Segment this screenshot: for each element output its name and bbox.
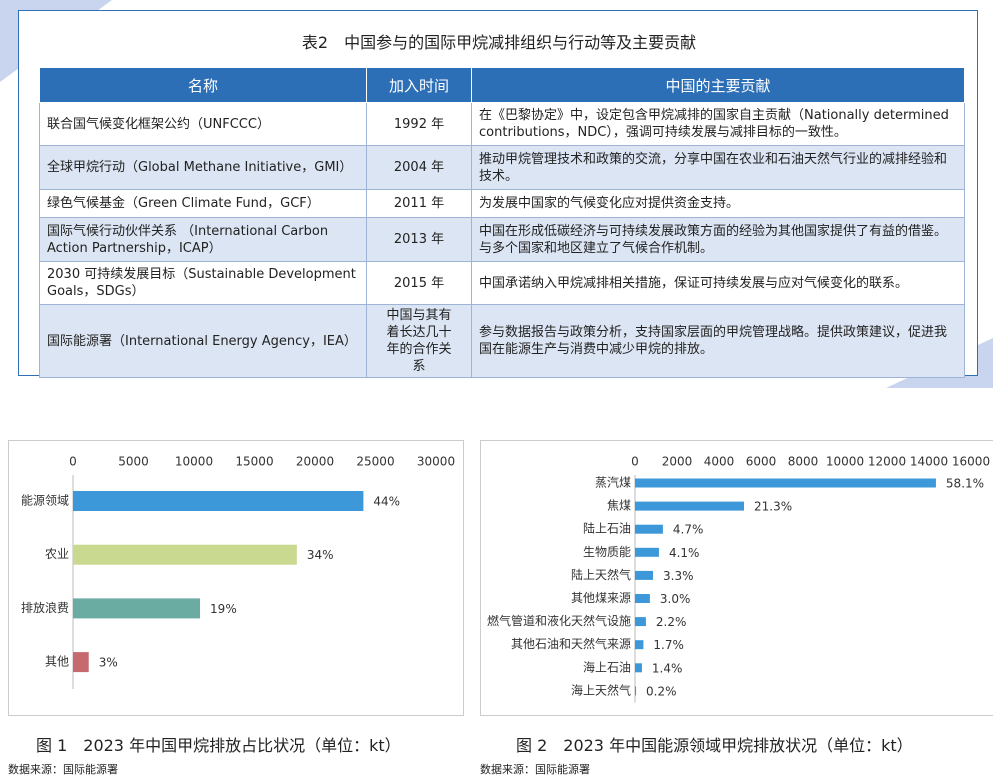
chart-panel: 0 5000 10000 15000 20000 25000 30000 能源领域 44% 农业 3… [8, 440, 464, 716]
cell: 2011 年 [366, 189, 472, 218]
value-label: 3% [99, 656, 118, 670]
x-tick-label: 16000 [952, 455, 990, 469]
cell: 国际气候行动伙伴关系 （International Carbon Action … [39, 217, 367, 262]
value-label: 3.0% [660, 592, 691, 606]
row: 全球甲烷行动（Global Methane Initiative，GMI） 200… [39, 145, 965, 190]
bar [635, 501, 744, 511]
header-cell: 加入时间 [366, 67, 472, 103]
category-label: 其他煤来源 [571, 591, 631, 605]
category-label: 海上石油 [583, 659, 631, 674]
cell: 联合国气候变化框架公约（UNFCCC） [39, 102, 367, 146]
chart: 0 2000 4000 6000 8000 10000 12000 14000 16000 蒸汽煤… [487, 455, 990, 703]
source: 数据来源：国际能源署 [480, 763, 590, 776]
value-label: 34% [307, 548, 334, 562]
cell: 参与数据报告与政策分析，支持国家层面的甲烷管理战略。提供政策建议，促进我国在能源… [471, 304, 965, 378]
bar [635, 570, 654, 580]
category-label: 其他石油和天然气来源 [511, 636, 631, 651]
cell: 为发展中国家的气候变化应对提供资金支持。 [471, 189, 965, 218]
category-label: 燃气管道和液化天然气设施 [487, 613, 631, 628]
bar [635, 524, 663, 534]
caption: 图 1 2023 年中国甲烷排放占比状况（单位：kt） [36, 736, 401, 755]
cell: 中国承诺纳入甲烷减排相关措施，保证可持续发展与应对气候变化的联系。 [471, 261, 965, 305]
value-label: 4.7% [673, 523, 704, 537]
bar [73, 652, 89, 673]
chart-panel: 0 2000 4000 6000 8000 10000 12000 14000 16000 蒸汽煤… [480, 440, 993, 716]
x-tick-label: 0 [69, 455, 77, 469]
category-label: 排放浪费 [21, 600, 69, 615]
category-label: 农业 [45, 547, 69, 561]
source: 数据来源：国际能源署 [8, 763, 118, 776]
value-label: 1.7% [653, 638, 684, 652]
cell: 推动甲烷管理技术和政策的交流，分享中国在农业和石油天然气行业的减排经验和技术。 [471, 145, 965, 190]
category-label: 其他 [45, 655, 69, 669]
category-label: 陆上石油 [583, 521, 631, 536]
x-tick-label: 10000 [175, 455, 213, 469]
value-label: 2.2% [656, 615, 687, 629]
value-label: 58.1% [946, 477, 984, 491]
category-label: 生物质能 [583, 545, 631, 559]
bar [635, 547, 659, 557]
value-label: 44% [373, 495, 400, 509]
cell: 全球甲烷行动（Global Methane Initiative，GMI） [39, 145, 367, 190]
row: 2030 可持续发展目标（Sustainable Development Goa… [39, 261, 965, 305]
cell: 在《巴黎协定》中，设定包含甲烷减排的国家自主贡献（Nationally dete… [471, 102, 965, 146]
x-tick-label: 5000 [118, 455, 149, 469]
x-tick-label: 2000 [662, 455, 693, 469]
cell: 2013 年 [366, 217, 472, 262]
x-tick-label: 4000 [704, 455, 735, 469]
value-label: 21.3% [754, 500, 792, 514]
value-label: 1.4% [652, 661, 683, 675]
x-tick-label: 14000 [910, 455, 948, 469]
cell: 国际能源署（International Energy Agency，IEA） [39, 304, 367, 378]
chart: 0 5000 10000 15000 20000 25000 30000 能源领域 44% 农业 3… [21, 455, 455, 689]
cell: 中国在形成低碳经济与可持续发展政策方面的经验为其他国家提供了有益的借鉴。与多个国… [471, 217, 965, 262]
bar [635, 663, 642, 673]
cell: 2004 年 [366, 145, 472, 190]
category-label: 陆上天然气 [571, 567, 631, 582]
x-tick-label: 12000 [868, 455, 906, 469]
row: 国际气候行动伙伴关系 （International Carbon Action … [39, 217, 965, 262]
x-tick-label: 10000 [826, 455, 864, 469]
x-tick-label: 25000 [356, 455, 394, 469]
x-tick-label: 0 [631, 455, 639, 469]
cell: 2015 年 [366, 261, 472, 305]
bar [73, 598, 201, 619]
table-panel: 表2 中国参与的国际甲烷减排组织与行动等及主要贡献 名称 加入时间 中国的主要贡献联… [18, 10, 978, 378]
category-label: 能源领域 [21, 494, 69, 508]
cell: 2030 可持续发展目标（Sustainable Development Goa… [39, 261, 367, 305]
cell: 中国与其有着长达几十年的合作关系 [366, 304, 472, 378]
table: 名称 加入时间 中国的主要贡献 联合国气候变化框架公约（UNFCCC） 1992 年在《… [39, 67, 965, 378]
bar [635, 640, 644, 650]
bar [73, 544, 297, 565]
caption: 图 2 2023 年中国能源领域甲烷排放状况（单位：kt） [516, 736, 913, 755]
cell: 1992 年 [366, 102, 472, 146]
value-label: 3.3% [663, 569, 694, 583]
row: 绿色气候基金（Green Climate Fund，GCF） 2011 年为发展中… [39, 189, 965, 218]
x-tick-label: 30000 [417, 455, 455, 469]
bar [635, 478, 936, 488]
x-tick-label: 6000 [746, 455, 777, 469]
category-label: 蒸汽煤 [595, 475, 631, 490]
cell: 绿色气候基金（Green Climate Fund，GCF） [39, 189, 367, 218]
value-label: 0.2% [646, 684, 677, 698]
bar [635, 686, 637, 696]
x-tick-label: 15000 [235, 455, 273, 469]
header-cell: 名称 [39, 67, 367, 103]
bar [635, 594, 650, 603]
table-title: 表2 中国参与的国际甲烷减排组织与行动等及主要贡献 [301, 33, 697, 52]
category-label: 焦煤 [607, 499, 631, 513]
header-cell: 中国的主要贡献 [471, 67, 965, 103]
bar [73, 491, 364, 511]
row: 国际能源署（International Energy Agency，IEA） 中国… [39, 304, 965, 378]
x-tick-label: 8000 [788, 455, 819, 469]
row: 联合国气候变化框架公约（UNFCCC） 1992 年在《巴黎协定》中，设定包含甲烷… [39, 102, 965, 146]
category-label: 海上天然气 [571, 682, 631, 697]
value-label: 4.1% [669, 546, 700, 560]
value-label: 19% [210, 602, 237, 616]
x-tick-label: 20000 [296, 455, 334, 469]
bar [635, 617, 646, 627]
